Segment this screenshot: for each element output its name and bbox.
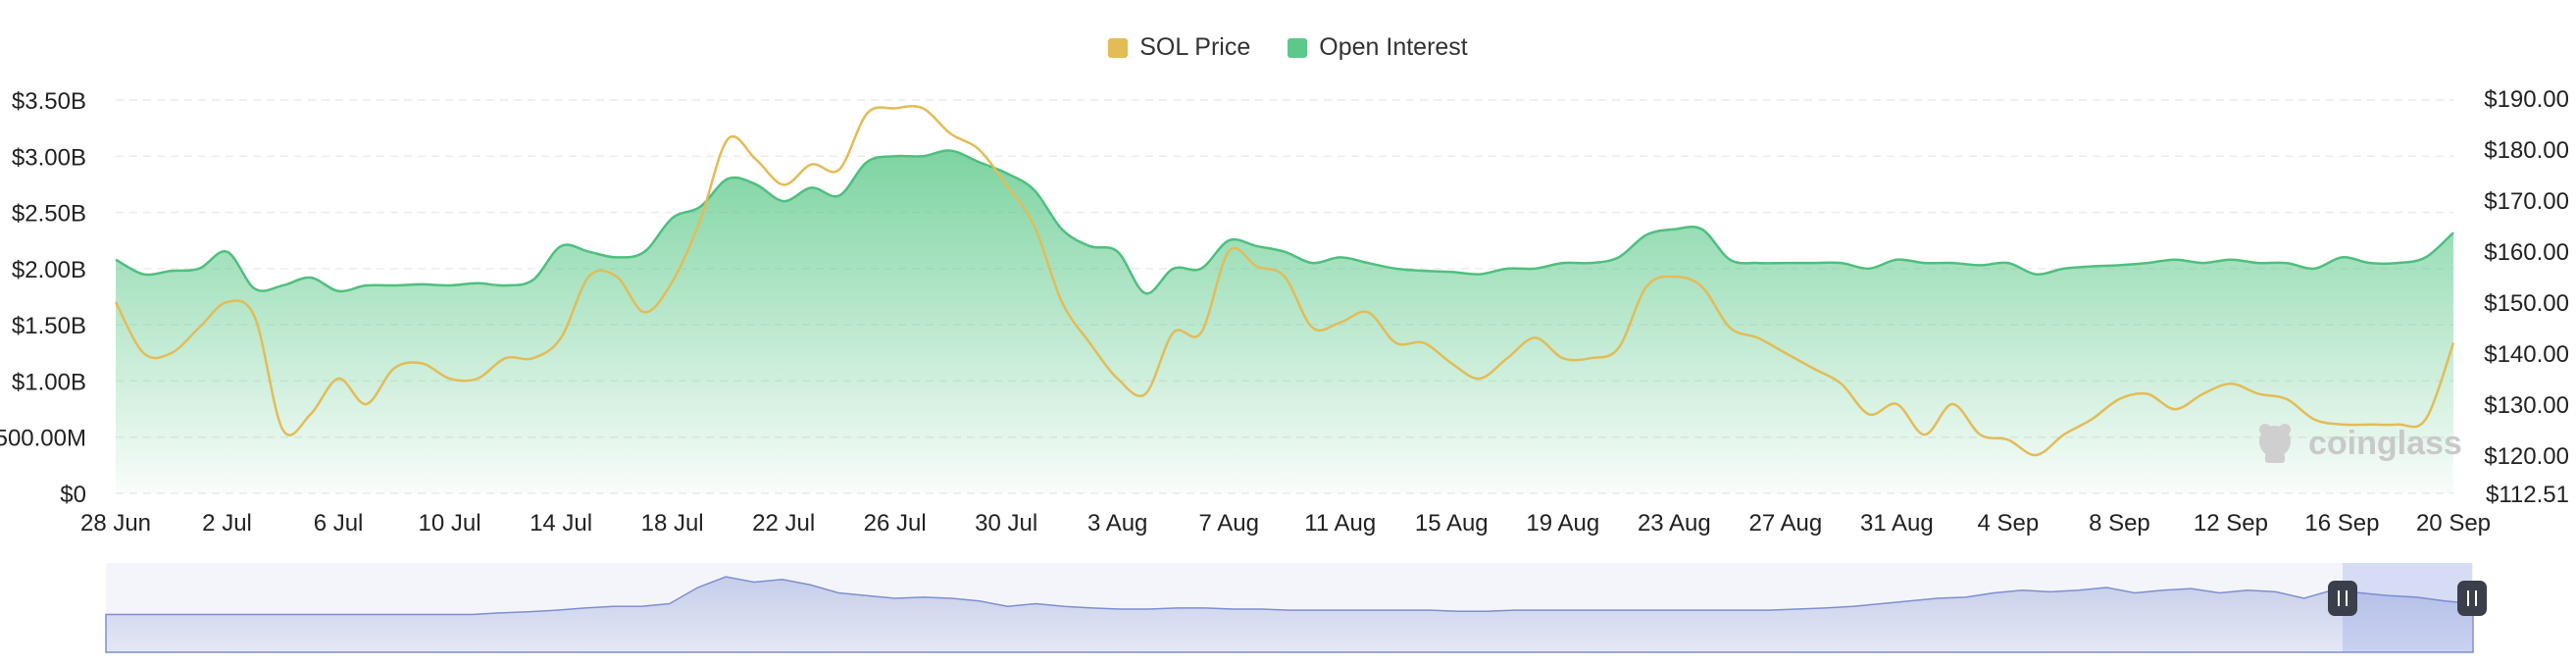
y-left-tick-label: $0 <box>60 482 86 508</box>
x-tick-label: 20 Sep <box>2416 510 2491 537</box>
navigator-handle-left[interactable] <box>2328 581 2357 616</box>
x-tick-label: 19 Aug <box>1526 510 1599 537</box>
x-tick-label: 11 Aug <box>1304 510 1376 537</box>
legend-swatch-price <box>1108 37 1129 58</box>
y-left-tick-label: $3.00B <box>12 144 86 171</box>
x-tick-label: 6 Jul <box>314 510 364 537</box>
y-left-tick-label: 500.00M <box>0 426 86 452</box>
navigator-series <box>105 576 2474 653</box>
x-tick-label: 28 Jun <box>80 510 151 537</box>
x-tick-label: 3 Aug <box>1087 510 1147 537</box>
x-tick-label: 22 Jul <box>752 510 815 537</box>
x-tick-label: 23 Aug <box>1638 510 1711 537</box>
x-tick-label: 12 Sep <box>2194 510 2268 537</box>
open-interest-line <box>115 149 2454 295</box>
open-interest-area <box>116 150 2453 493</box>
y-left-tick-label: $3.50B <box>12 88 86 115</box>
y-right-tick-label: $120.00 <box>2484 443 2569 470</box>
x-tick-label: 16 Sep <box>2304 510 2379 537</box>
x-tick-label: 26 Jul <box>864 510 927 537</box>
x-tick-label: 2 Jul <box>202 510 252 537</box>
watermark: coinglass <box>2251 420 2462 467</box>
y-right-tick-label: $160.00 <box>2484 239 2569 266</box>
y-right-tick-label: $140.00 <box>2484 341 2569 368</box>
x-tick-label: 4 Sep <box>1978 510 2040 537</box>
legend-item-sol-price[interactable]: SOL Price <box>1108 33 1250 62</box>
legend-label-price: SOL Price <box>1139 33 1251 61</box>
x-tick-label: 7 Aug <box>1199 510 1259 537</box>
sol-price-line <box>114 105 2455 457</box>
y-left-tick-label: $2.50B <box>12 201 86 228</box>
y-left-tick-label: $2.00B <box>12 257 86 283</box>
x-tick-label: 14 Jul <box>530 510 592 537</box>
y-right-tick-label: $130.00 <box>2484 392 2569 419</box>
y-left-tick-label: $1.00B <box>12 369 86 395</box>
y-right-tick-label: $190.00 <box>2484 86 2569 113</box>
coinglass-logo-icon <box>2259 424 2291 463</box>
y-right-tick-label: $170.00 <box>2484 188 2569 215</box>
navigator-selection <box>2343 563 2472 652</box>
x-tick-label: 31 Aug <box>1860 510 1934 537</box>
x-tick-label: 15 Aug <box>1415 510 1489 537</box>
x-tick-label: 18 Jul <box>641 510 704 537</box>
x-tick-label: 10 Jul <box>419 510 481 537</box>
legend-swatch-oi <box>1288 37 1308 58</box>
watermark-text: coinglass <box>2308 424 2462 462</box>
x-tick-label: 30 Jul <box>975 510 1037 537</box>
y-right-tick-label: $150.00 <box>2484 290 2569 317</box>
legend-item-open-interest[interactable]: Open Interest <box>1288 33 1468 62</box>
y-right-tick-label: $112.51 <box>2486 482 2569 508</box>
handle-body <box>2457 581 2487 616</box>
y-right-tick-label: $180.00 <box>2484 137 2569 164</box>
y-left-tick-label: $1.50B <box>12 313 86 339</box>
legend: SOL Price Open Interest <box>0 33 2576 62</box>
x-tick-label: 27 Aug <box>1748 510 1822 537</box>
x-tick-label: 8 Sep <box>2089 510 2150 537</box>
handle-body <box>2328 581 2357 616</box>
legend-label-oi: Open Interest <box>1319 33 1468 61</box>
navigator-handle-right[interactable] <box>2457 581 2487 616</box>
